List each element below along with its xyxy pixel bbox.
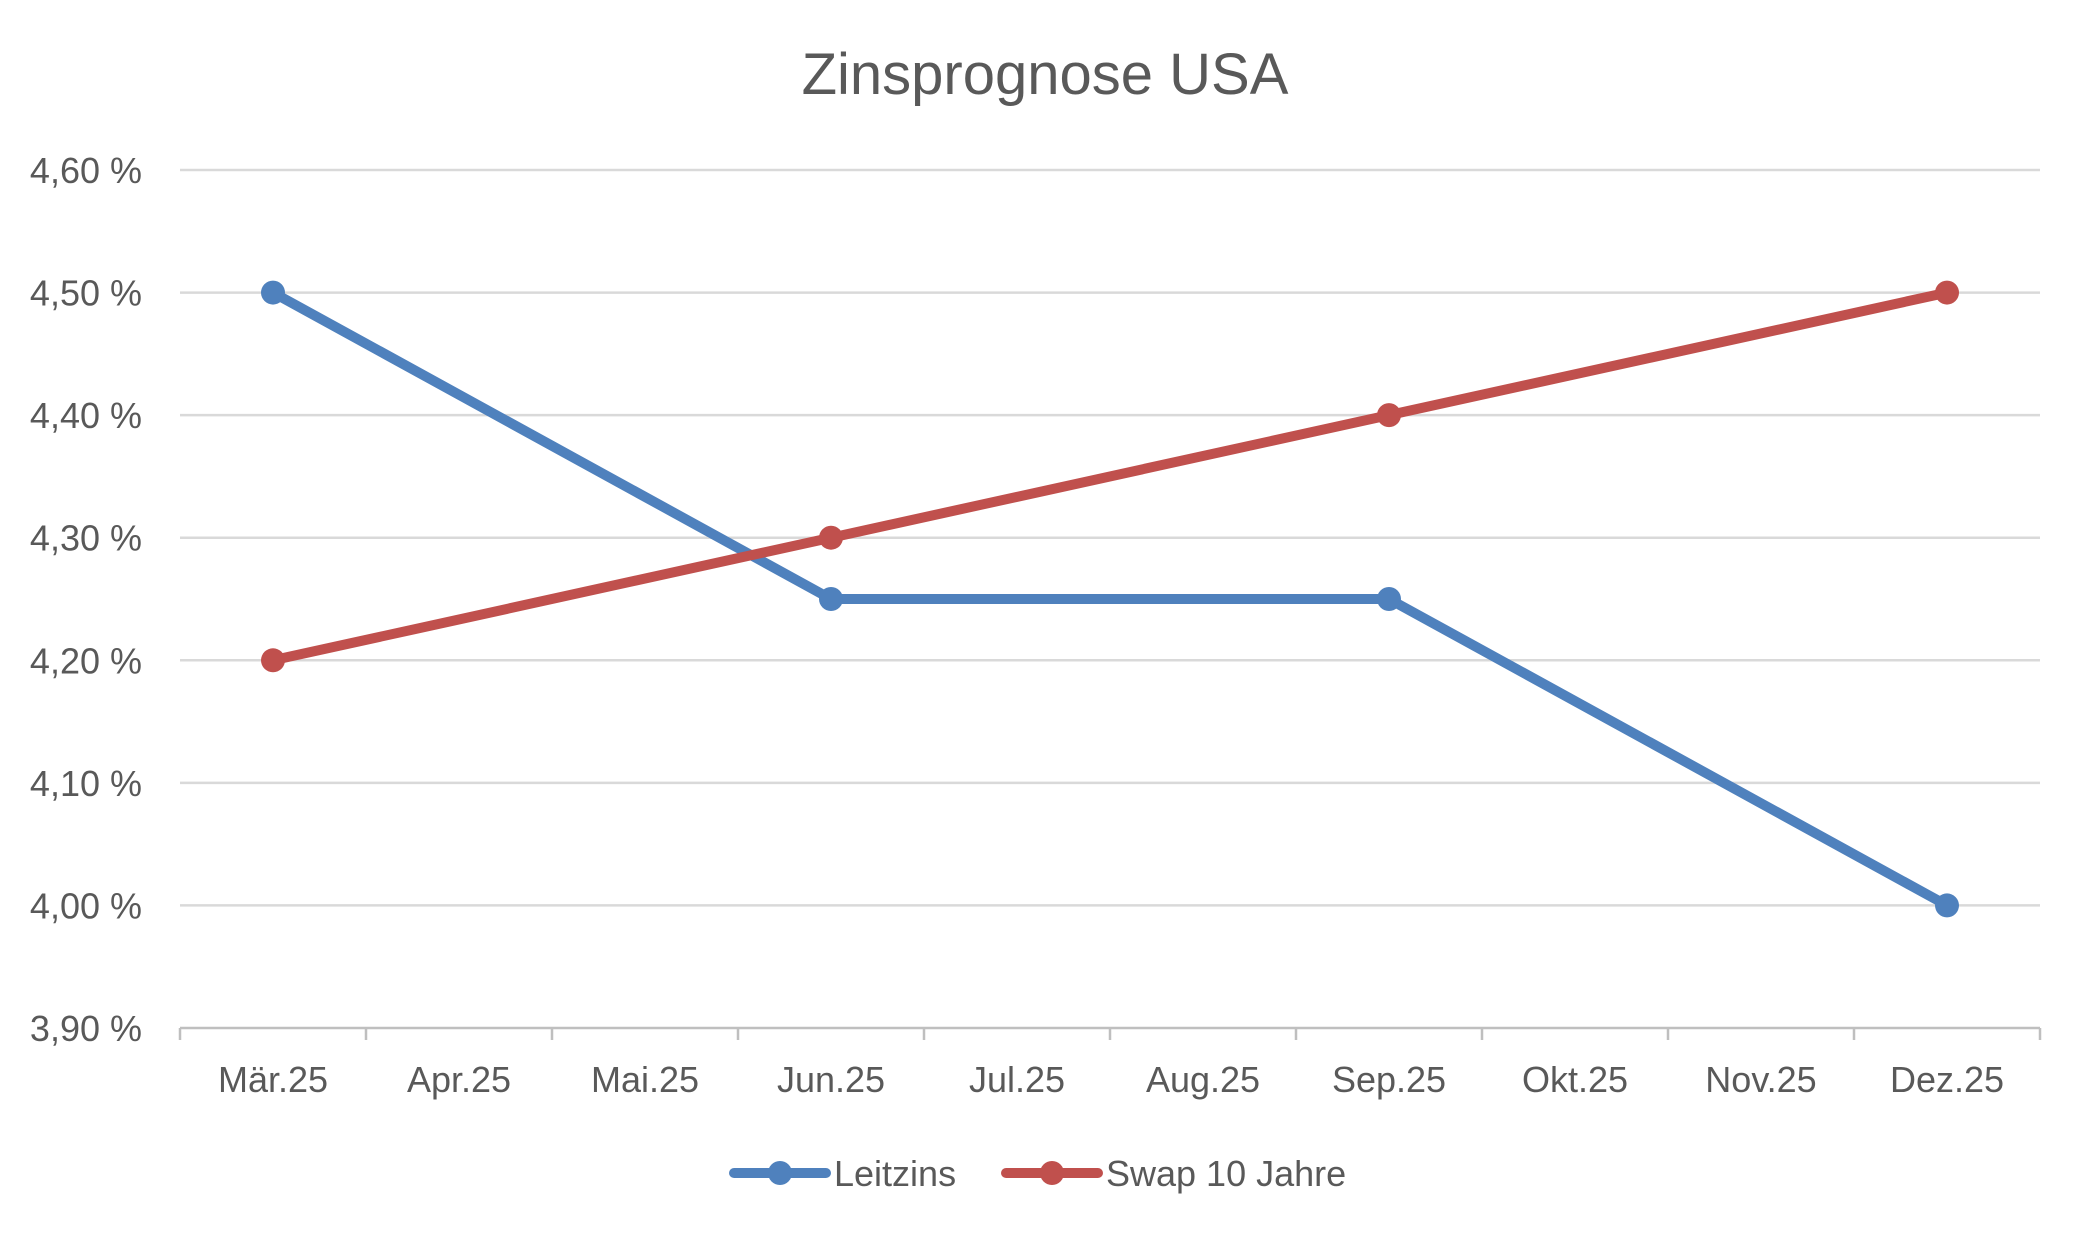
y-tick-label: 4,00 %	[30, 885, 142, 926]
x-axis-tick-labels: Mär.25 Apr.25 Mai.25 Jun.25 Jul.25 Aug.25 Sep.…	[218, 1059, 2004, 1100]
data-point	[1935, 280, 1959, 305]
x-tick-label: Dez.25	[1890, 1059, 2004, 1100]
y-tick-label: 4,60 %	[30, 150, 142, 191]
x-tick-label: Nov.25	[1705, 1059, 1816, 1100]
legend-swatch-marker	[1040, 1161, 1064, 1185]
y-tick-label: 4,50 %	[30, 273, 142, 314]
data-point	[1935, 893, 1959, 918]
y-tick-label: 4,30 %	[30, 518, 142, 559]
data-point	[819, 587, 843, 611]
x-tick-label: Mär.25	[218, 1059, 328, 1100]
x-tick-label: Okt.25	[1522, 1059, 1628, 1100]
y-axis-tick-labels: 3,90 % 4,00 % 4,10 % 4,20 % 4,30 % 4,40 % 4,50…	[30, 150, 142, 1049]
x-tick-label: Sep.25	[1332, 1059, 1446, 1100]
gridlines	[180, 168, 2040, 907]
y-tick-label: 3,90 %	[30, 1008, 142, 1049]
legend-swatch-marker	[768, 1161, 792, 1185]
legend-label: Leitzins	[834, 1153, 956, 1194]
legend-entry: Leitzins	[729, 1153, 956, 1194]
legend-label: Swap 10 Jahre	[1106, 1153, 1346, 1194]
data-point	[1377, 403, 1401, 428]
data-point	[261, 280, 285, 305]
data-point	[261, 648, 285, 673]
x-tick-label: Jun.25	[777, 1059, 885, 1100]
x-tick-label: Apr.25	[407, 1059, 511, 1100]
y-tick-label: 4,40 %	[30, 395, 142, 436]
y-tick-label: 4,20 %	[30, 640, 142, 681]
x-tick-label: Aug.25	[1146, 1059, 1260, 1100]
chart-title: Zinsprognose USA	[802, 42, 1289, 107]
x-tick-label: Jul.25	[969, 1059, 1065, 1100]
data-point	[819, 525, 843, 550]
legend-entry: Swap 10 Jahre	[1001, 1153, 1346, 1194]
legend: Leitzins Swap 10 Jahre	[729, 1153, 1346, 1194]
series-2	[261, 280, 1959, 673]
y-tick-label: 4,10 %	[30, 763, 142, 804]
data-point	[1377, 587, 1401, 611]
series-line	[268, 287, 1952, 911]
series-line	[268, 287, 1952, 666]
x-tick-label: Mai.25	[591, 1059, 699, 1100]
x-axis	[178, 1026, 2042, 1040]
series-lines	[261, 280, 1959, 918]
series-1	[261, 280, 1959, 918]
